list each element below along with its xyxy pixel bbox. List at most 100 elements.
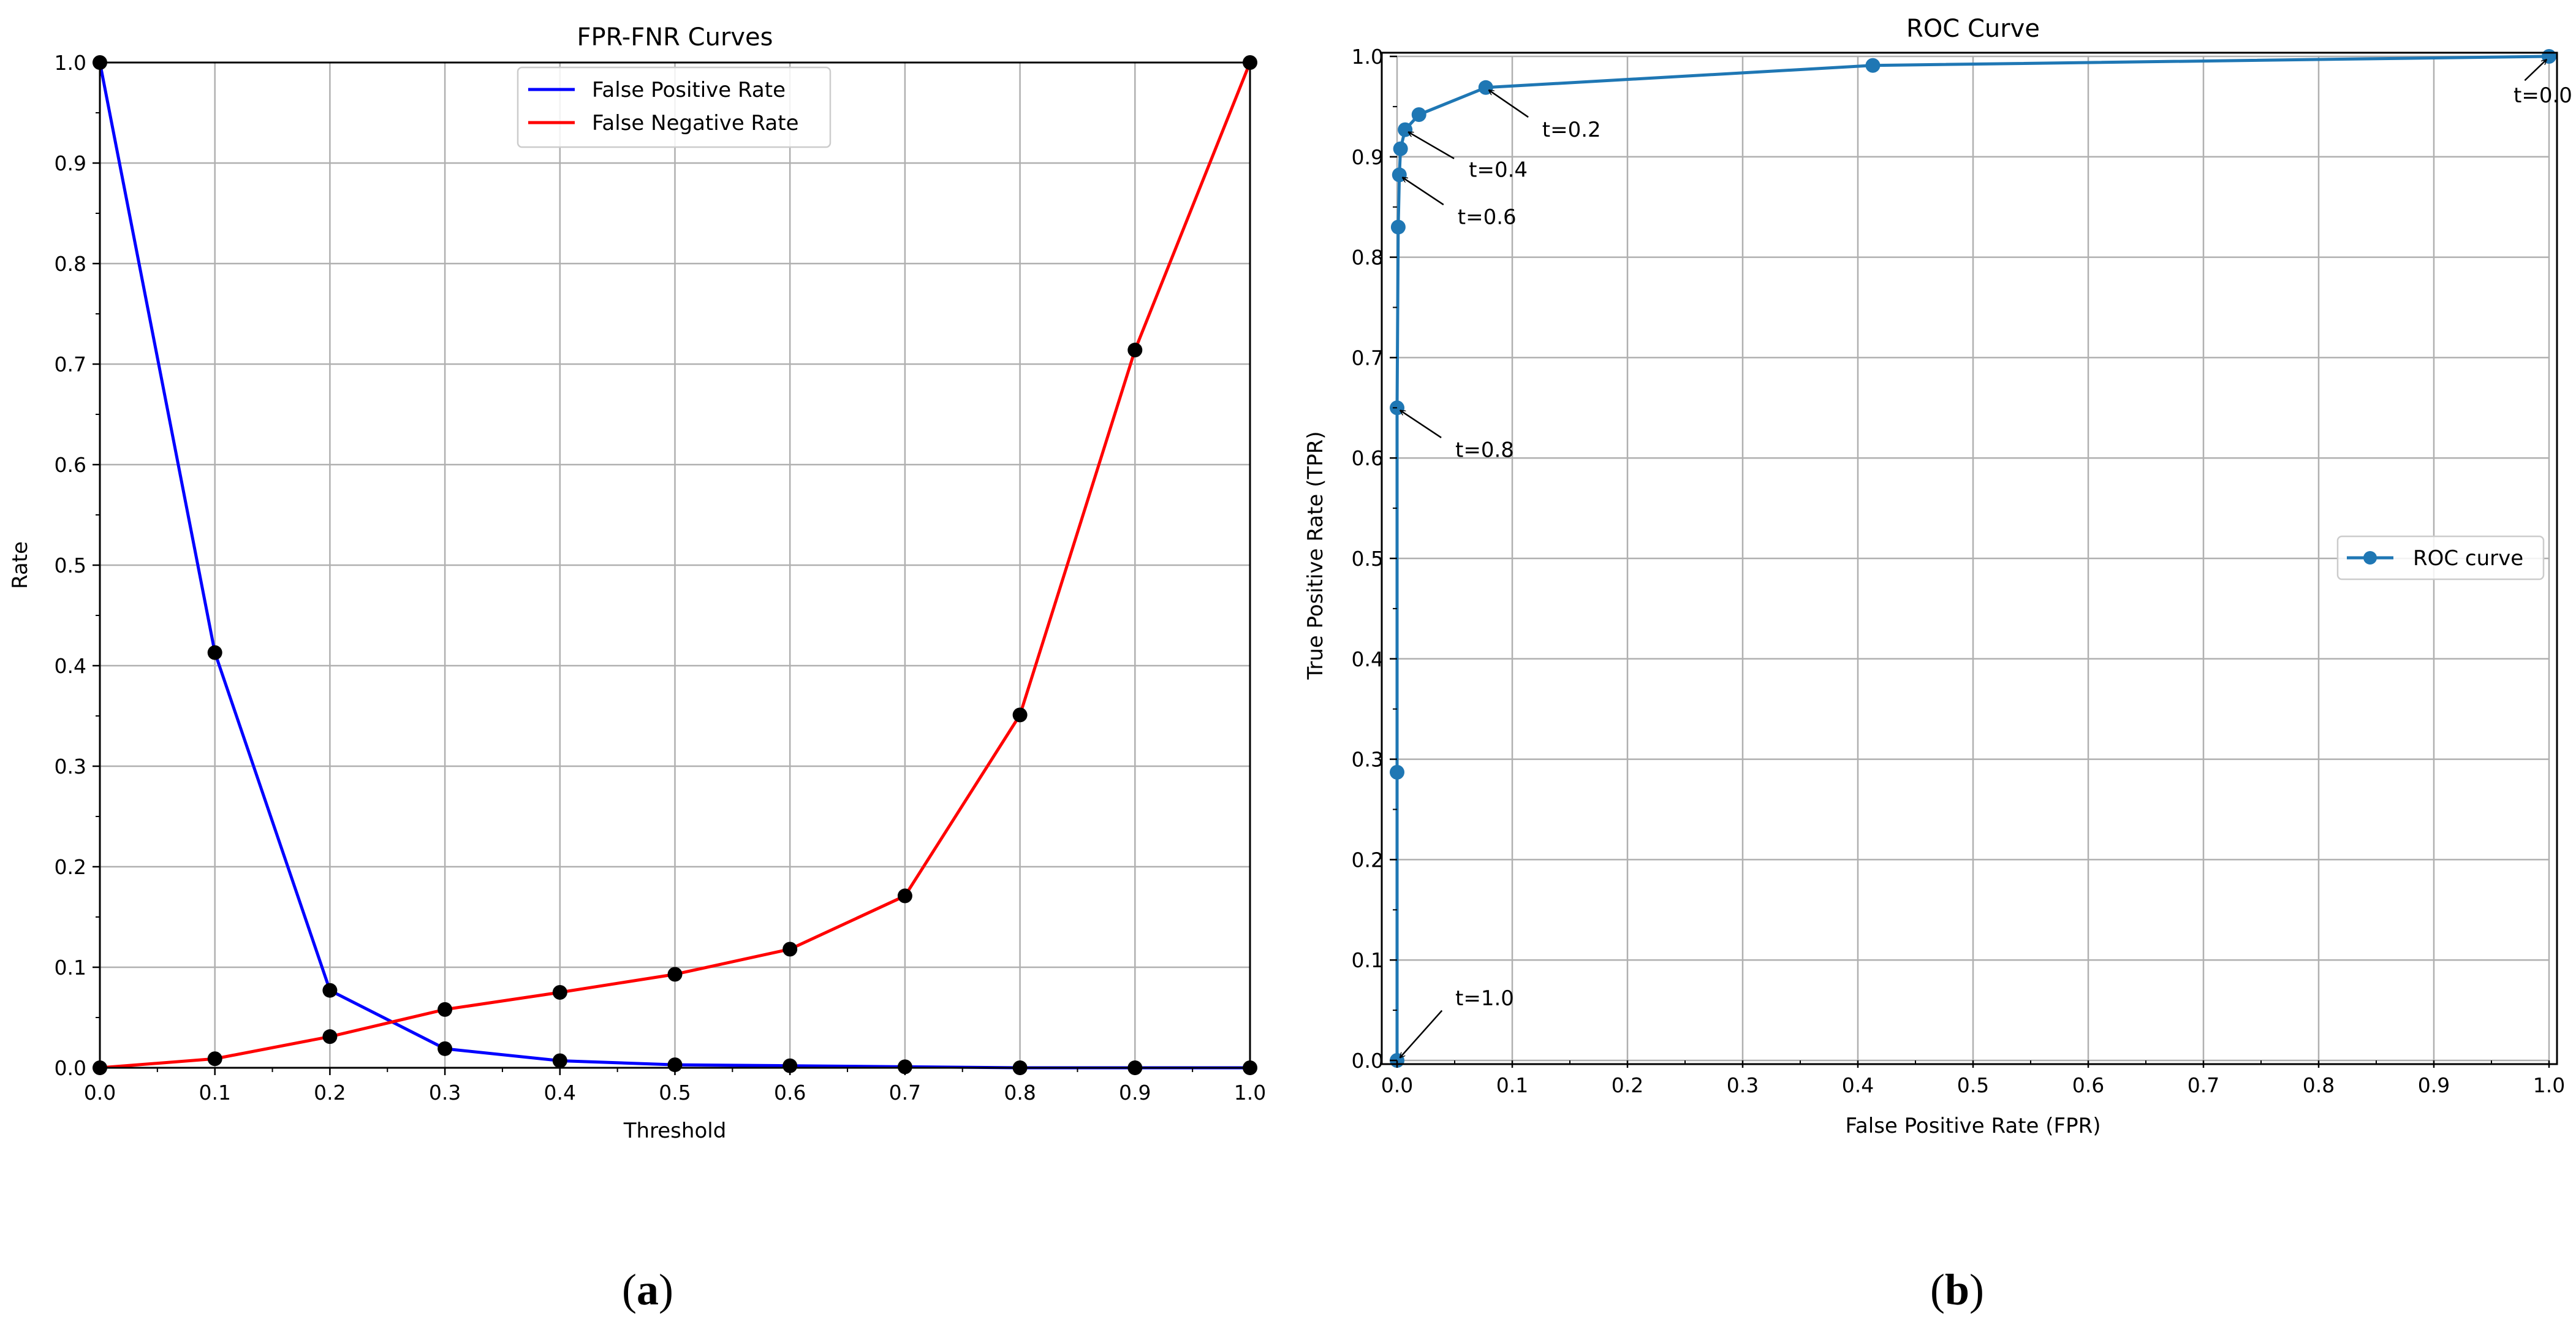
legend-box [517, 66, 832, 148]
legend-label-fpr: False Positive Rate [592, 78, 786, 102]
annotation-label: t=1.0 [1455, 986, 1514, 1011]
roc-point [1411, 107, 1426, 123]
roc-point [1393, 141, 1408, 156]
annotation-arrow [2524, 59, 2547, 82]
x-tick-label: 0.9 [2418, 1073, 2450, 1097]
y-tick-label: 0.4 [1352, 647, 1384, 671]
y-axis-label: Rate [8, 541, 32, 589]
x-tick-label: 1.0 [1234, 1081, 1266, 1105]
x-axis-label: Threshold [623, 1119, 727, 1143]
x-tick-label: 0.4 [544, 1081, 576, 1105]
annotation-arrow [1400, 409, 1442, 439]
y-tick-label: 0.9 [55, 151, 86, 175]
annotation-label: t=0.0 [2513, 83, 2572, 108]
x-tick-label: 1.0 [2533, 1073, 2565, 1097]
y-tick-label: 0.6 [1352, 446, 1384, 470]
legend-label-fnr: False Negative Rate [592, 111, 799, 135]
annotation-arrow [1400, 1010, 1443, 1058]
annotation-label: t=0.8 [1455, 438, 1514, 462]
plot-frame [1381, 51, 2558, 1065]
legend-marker-roc [2363, 551, 2377, 565]
fpr-point [322, 983, 338, 998]
fpr-point [897, 1059, 912, 1075]
y-tick-label: 0.3 [55, 755, 86, 778]
x-tick-label: 0.9 [1119, 1081, 1151, 1105]
y-tick-label: 0.4 [55, 654, 86, 678]
roc-point [1390, 764, 1404, 780]
fnr-point [667, 967, 683, 982]
y-tick-label: 1.0 [55, 51, 86, 75]
y-axis-label: True Positive Rate (TPR) [1303, 431, 1328, 680]
legend-box [2336, 535, 2545, 580]
fnr-point [897, 888, 912, 904]
annotation-arrow [1488, 89, 1529, 118]
x-tick-label: 0.8 [2303, 1073, 2335, 1097]
x-tick-label: 0.5 [1957, 1073, 1989, 1097]
x-tick-label: 0.4 [1842, 1073, 1874, 1097]
x-tick-label: 0.3 [429, 1081, 461, 1105]
y-tick-label: 0.0 [1352, 1049, 1384, 1073]
y-tick-label: 0.2 [55, 855, 86, 879]
x-tick-label: 0.7 [889, 1081, 921, 1105]
chart-title: ROC Curve [1906, 15, 2040, 43]
fnr-point [1012, 707, 1028, 723]
y-tick-label: 0.5 [55, 554, 86, 577]
roc-point [1478, 80, 1493, 95]
annotation-label: t=0.6 [1458, 205, 1517, 229]
y-tick-label: 0.6 [55, 453, 86, 477]
fpr-fnr-chart: 0.0 0.1 0.2 0.3 0.4 0.5 0.6 0.7 0.8 0.9 1.0 0.0 0.1 0… [8, 23, 1266, 1314]
y-tick-label: 0.3 [1352, 748, 1384, 772]
plot-frame [99, 61, 1251, 1069]
x-tick-label: 0.1 [1496, 1073, 1528, 1097]
y-tick-label: 0.2 [1352, 848, 1384, 872]
annotation-arrow [1408, 131, 1455, 159]
y-tick-label: 0.1 [55, 956, 86, 980]
legend: False Positive Rate False Negative Rate [517, 66, 832, 148]
x-tick-label: 0.0 [1381, 1073, 1413, 1097]
x-tick-label: 0.2 [1612, 1073, 1643, 1097]
roc-chart: 0.0 0.1 0.2 0.3 0.4 0.5 0.6 0.7 0.8 0.9 1.0 0.0 0.1 0… [1303, 15, 2572, 1314]
fnr-point [552, 985, 567, 1000]
x-tick-label: 0.0 [84, 1081, 116, 1105]
y-tick-label: 0.9 [1352, 145, 1384, 169]
x-tick-label: 0.1 [199, 1081, 230, 1105]
x-tick-label: 0.5 [659, 1081, 691, 1105]
x-axis-label: False Positive Rate (FPR) [1845, 1114, 2101, 1138]
panel-caption: (a) [622, 1265, 673, 1314]
roc-point [1865, 58, 1881, 73]
x-tick-label: 0.6 [774, 1081, 806, 1105]
y-tick-label: 0.5 [1352, 547, 1384, 571]
fnr-point [1127, 343, 1143, 358]
fpr-point [782, 1058, 798, 1073]
x-tick-label: 0.6 [2072, 1073, 2104, 1097]
annotation-label: t=0.2 [1542, 118, 1601, 142]
panel-caption: (b) [1930, 1265, 1984, 1314]
y-tick-label: 0.8 [1352, 246, 1384, 270]
y-tick-label: 1.0 [1352, 45, 1384, 69]
fpr-point [438, 1041, 453, 1056]
annotation-arrow [1402, 177, 1444, 206]
legend: ROC curve [2336, 535, 2545, 580]
fnr-point [207, 1051, 222, 1067]
y-tick-label: 0.7 [55, 352, 86, 376]
y-tick-label: 0.0 [55, 1056, 86, 1080]
y-tick-label: 0.8 [55, 252, 86, 276]
legend-label-roc: ROC curve [2413, 546, 2523, 571]
roc-point [1398, 122, 1413, 137]
fnr-point [322, 1029, 338, 1044]
y-tick-label: 0.1 [1352, 948, 1384, 972]
roc-point [1390, 219, 1406, 235]
roc-point [1392, 167, 1407, 183]
fpr-point [552, 1053, 567, 1068]
fnr-point [782, 942, 798, 957]
y-tick-label: 0.7 [1352, 346, 1384, 370]
x-tick-label: 0.8 [1004, 1081, 1036, 1105]
fpr-point [207, 645, 222, 660]
chart-title: FPR-FNR Curves [577, 23, 773, 51]
annotation-label: t=0.4 [1469, 158, 1528, 183]
x-tick-label: 0.3 [1727, 1073, 1759, 1097]
fnr-point [438, 1002, 453, 1017]
x-tick-label: 0.2 [314, 1081, 346, 1105]
x-tick-label: 0.7 [2188, 1073, 2219, 1097]
